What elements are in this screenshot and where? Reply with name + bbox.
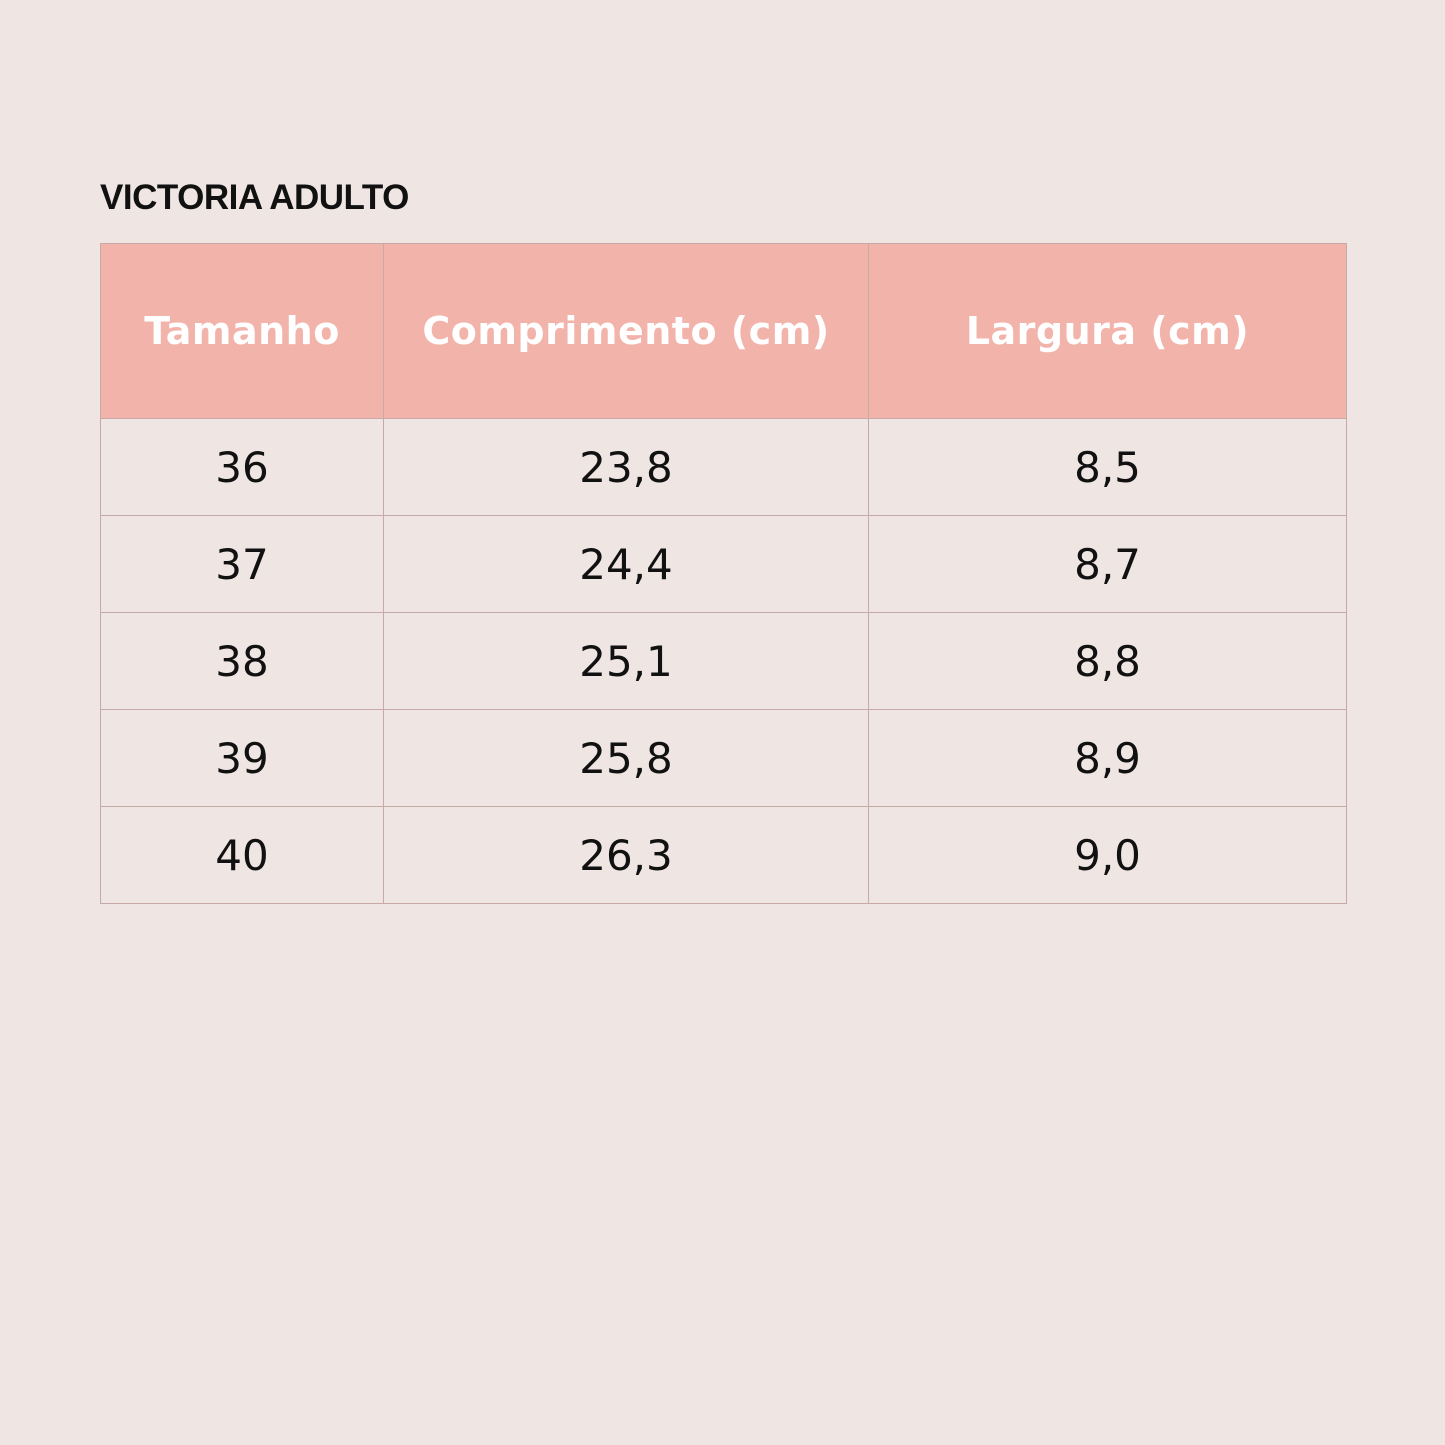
table-row: 36 23,8 8,5 — [100, 418, 1347, 516]
header-size: Tamanho — [100, 243, 384, 419]
table-row: 39 25,8 8,9 — [100, 709, 1347, 807]
cell-length: 25,1 — [383, 612, 869, 710]
header-width: Largura (cm) — [868, 243, 1347, 419]
header-length: Comprimento (cm) — [383, 243, 869, 419]
cell-size: 40 — [100, 806, 384, 904]
cell-size: 37 — [100, 515, 384, 613]
table-row: 40 26,3 9,0 — [100, 806, 1347, 904]
cell-width: 8,7 — [868, 515, 1347, 613]
table-row: 37 24,4 8,7 — [100, 515, 1347, 613]
page-title: VICTORIA ADULTO — [100, 178, 409, 217]
table-row: 38 25,1 8,8 — [100, 612, 1347, 710]
cell-width: 8,9 — [868, 709, 1347, 807]
cell-length: 24,4 — [383, 515, 869, 613]
cell-size: 38 — [100, 612, 384, 710]
cell-width: 9,0 — [868, 806, 1347, 904]
size-table: Tamanho Comprimento (cm) Largura (cm) 36… — [100, 243, 1347, 904]
cell-width: 8,5 — [868, 418, 1347, 516]
header-row: Tamanho Comprimento (cm) Largura (cm) — [100, 243, 1347, 419]
cell-length: 26,3 — [383, 806, 869, 904]
cell-size: 36 — [100, 418, 384, 516]
cell-size: 39 — [100, 709, 384, 807]
cell-length: 25,8 — [383, 709, 869, 807]
cell-width: 8,8 — [868, 612, 1347, 710]
cell-length: 23,8 — [383, 418, 869, 516]
